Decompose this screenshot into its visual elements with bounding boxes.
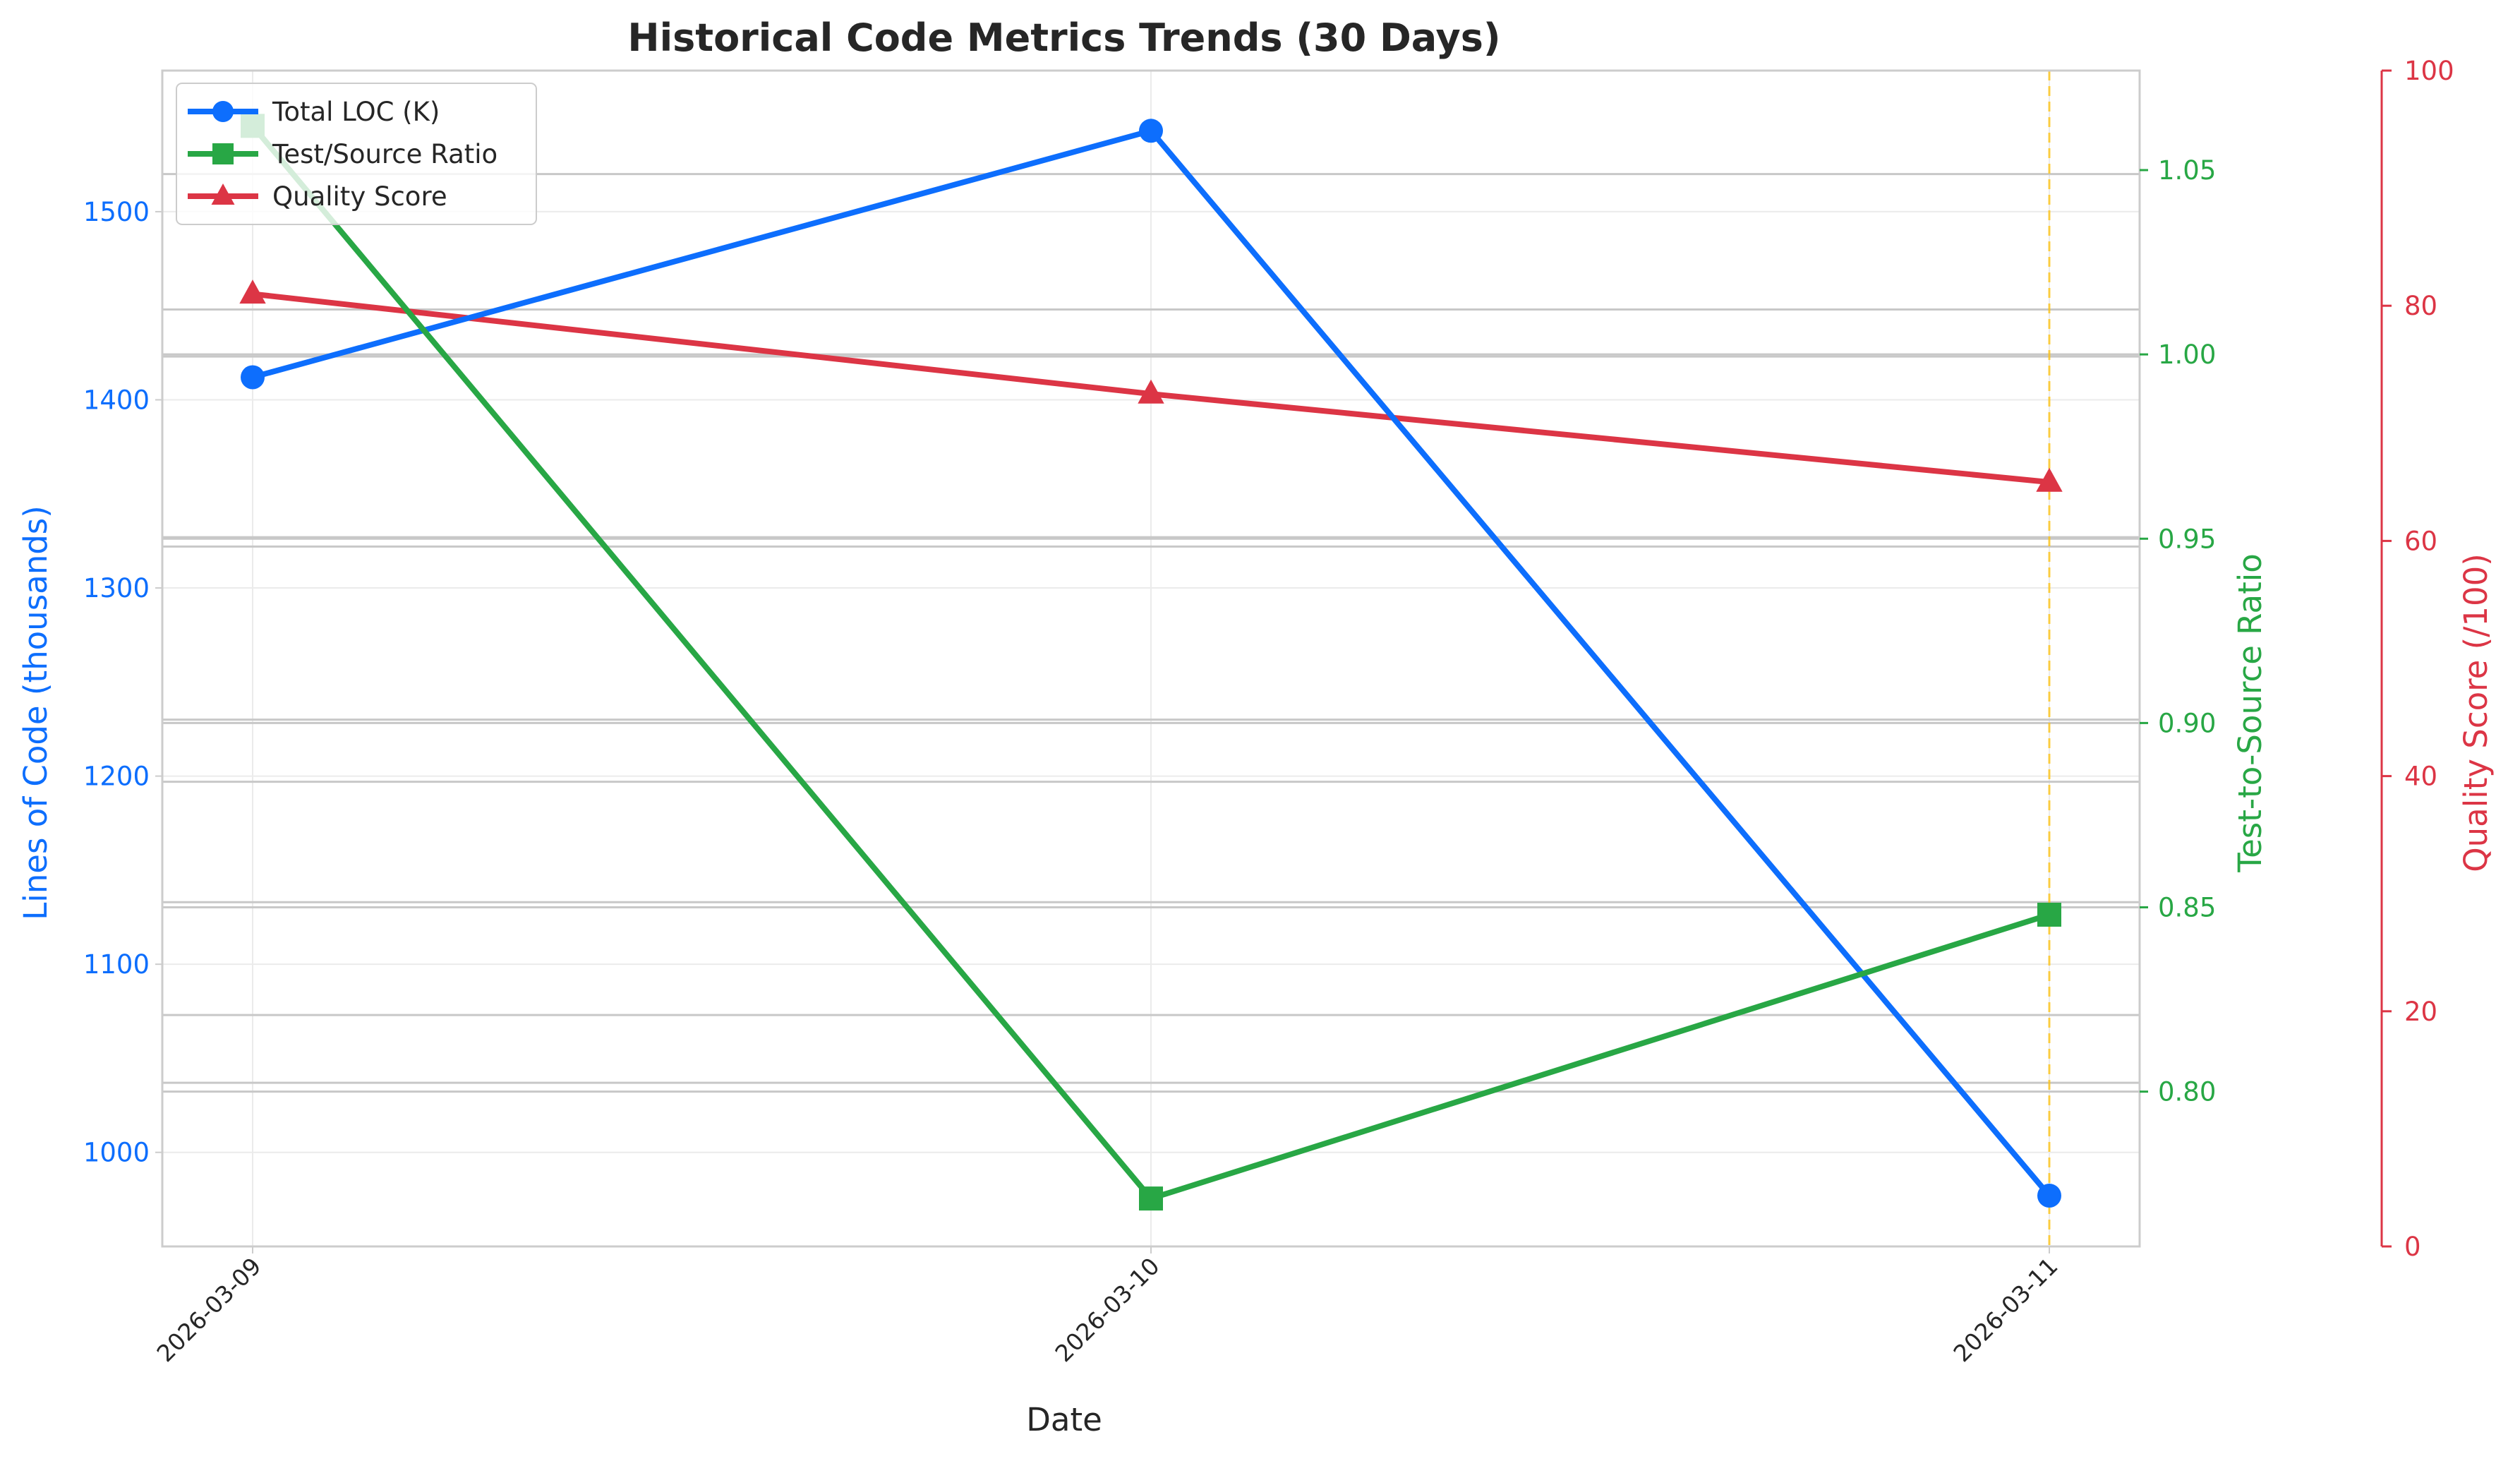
y-tick-label-left: 1000 <box>83 1138 150 1168</box>
y-axis-label-quality: Quality Score (/100) <box>2457 553 2495 872</box>
y-tick-label-right: 0.85 <box>2158 893 2216 923</box>
y-tick-label-left: 1100 <box>83 949 150 980</box>
legend: Total LOC (K) Test/Source Ratio Quality Sc… <box>176 83 537 225</box>
y-tick-label-left: 1300 <box>83 573 150 603</box>
legend-label: Test/Source Ratio <box>272 139 498 169</box>
data-point <box>2037 1184 2061 1208</box>
data-point <box>1139 119 1163 143</box>
x-tick-label: 2026-03-09 <box>151 1252 266 1367</box>
y-tick-label-right: 0.95 <box>2158 524 2216 554</box>
reference-lines <box>162 71 2140 1246</box>
data-point <box>2036 467 2063 492</box>
y-tick-label-quality: 80 <box>2404 291 2437 321</box>
grid <box>162 71 2140 1246</box>
y-tick-label-quality: 20 <box>2404 997 2437 1027</box>
y-tick-label-right: 1.00 <box>2158 339 2216 370</box>
legend-box <box>176 83 537 225</box>
legend-label: Quality Score <box>272 181 447 212</box>
legend-swatch-marker <box>212 101 234 122</box>
data-point <box>2037 902 2061 927</box>
data-point <box>241 365 265 390</box>
y-axis-label-left: Lines of Code (thousands) <box>17 505 54 920</box>
data-point <box>239 279 266 304</box>
chart-title: Historical Code Metrics Trends (30 Days) <box>627 16 1500 60</box>
axes: 1000110012001300140015000.800.850.900.95… <box>83 56 2454 1367</box>
y-tick-label-quality: 40 <box>2404 762 2437 792</box>
x-tick-label: 2026-03-10 <box>1049 1252 1164 1367</box>
y-tick-label-right: 0.90 <box>2158 708 2216 738</box>
legend-label: Total LOC (K) <box>272 97 440 127</box>
y-tick-label-left: 1200 <box>83 762 150 792</box>
data-point <box>1138 379 1164 404</box>
data-point <box>1139 1186 1163 1211</box>
x-axis-label: Date <box>1026 1401 1102 1438</box>
y-tick-label-right: 0.80 <box>2158 1077 2216 1107</box>
legend-swatch-marker <box>212 143 234 164</box>
y-tick-label-quality: 100 <box>2404 56 2454 86</box>
legend-swatch-marker <box>211 184 235 205</box>
x-tick-label: 2026-03-11 <box>1948 1252 2063 1367</box>
y-tick-label-quality: 0 <box>2404 1232 2421 1262</box>
y-axis-label-right: Test-to-Source Ratio <box>2231 553 2269 873</box>
y-tick-label-left: 1400 <box>83 385 150 415</box>
y-tick-label-left: 1500 <box>83 197 150 227</box>
y-tick-label-quality: 60 <box>2404 526 2437 556</box>
y-tick-label-right: 1.05 <box>2158 155 2216 186</box>
